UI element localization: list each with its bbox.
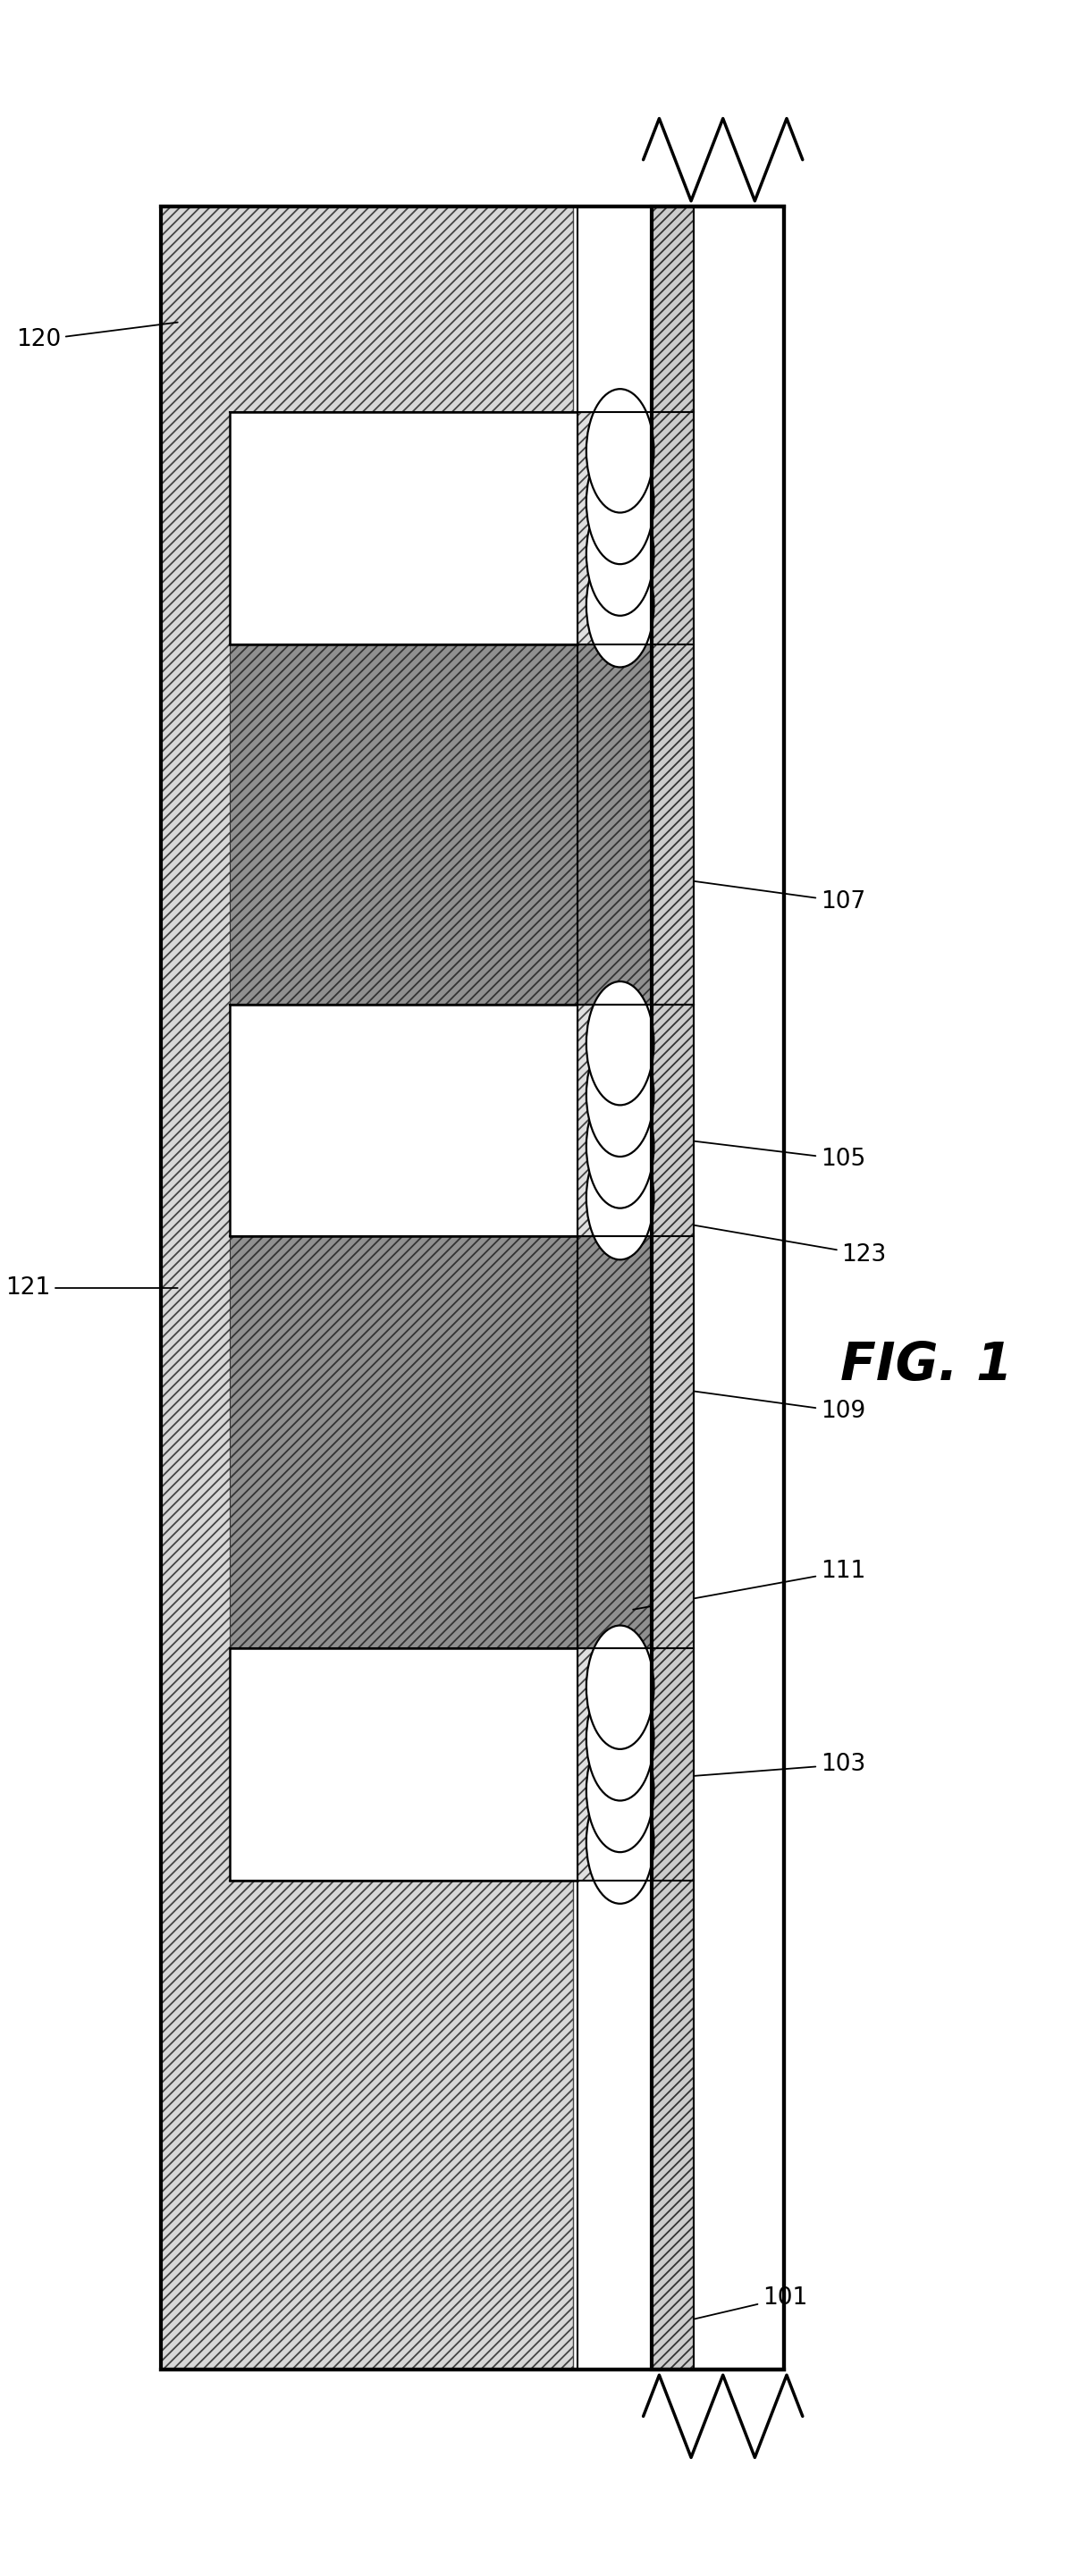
Bar [230, 1005, 578, 1236]
Ellipse shape [586, 1677, 654, 1801]
Bar [230, 412, 578, 644]
Bar [230, 1236, 578, 1649]
Ellipse shape [586, 1780, 654, 1904]
Text: 107: 107 [657, 876, 865, 914]
Bar [652, 206, 694, 2370]
Text: 103: 103 [609, 1752, 865, 1783]
Ellipse shape [586, 1625, 654, 1749]
Ellipse shape [586, 1084, 654, 1208]
Text: 120: 120 [16, 322, 178, 353]
Bar [161, 206, 783, 2370]
Bar [230, 644, 578, 1005]
Ellipse shape [586, 1136, 654, 1260]
Ellipse shape [586, 440, 654, 564]
Bar [161, 206, 783, 2370]
Bar [161, 206, 573, 2370]
Text: FIG. 1: FIG. 1 [839, 1340, 1012, 1391]
Ellipse shape [586, 389, 654, 513]
Text: 121: 121 [5, 1275, 178, 1301]
Bar [578, 1005, 623, 1236]
Ellipse shape [586, 1033, 654, 1157]
Bar [578, 1236, 654, 1649]
Text: 123: 123 [657, 1218, 887, 1267]
Text: 101: 101 [678, 2285, 807, 2324]
Bar [652, 206, 783, 2370]
Ellipse shape [586, 1728, 654, 1852]
Ellipse shape [586, 544, 654, 667]
Text: 109: 109 [657, 1386, 865, 1425]
Bar [578, 412, 623, 644]
Bar [230, 1649, 578, 1880]
Bar [578, 1649, 623, 1880]
Text: 105: 105 [633, 1133, 865, 1172]
Bar [578, 644, 654, 1005]
Ellipse shape [586, 981, 654, 1105]
Ellipse shape [586, 492, 654, 616]
Text: 111: 111 [633, 1558, 865, 1610]
